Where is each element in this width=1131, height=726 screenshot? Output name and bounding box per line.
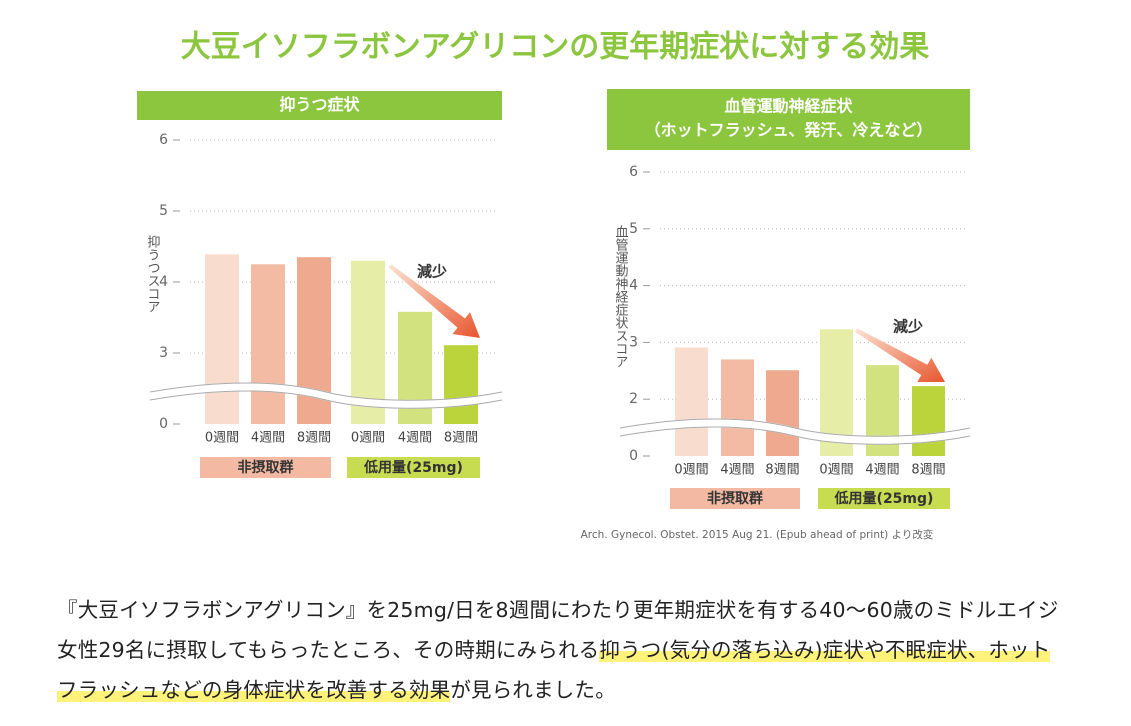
arrow (854, 328, 945, 382)
header-subtitle: （ホットフラッシュ、発汗、冷えなど） (645, 121, 933, 140)
paragraph: 『大豆イソフラボンアグリコン』を25mg/日を8週間にわたり更年期症状を有する4… (57, 590, 1067, 710)
bar (251, 264, 285, 424)
group-box (818, 488, 950, 509)
header (607, 89, 970, 150)
y-tick-label: 3 (629, 334, 638, 350)
legend-label: 低用量(25mg) (363, 459, 463, 476)
text: 『大豆イソフラボンアグリコン』を25mg/日を8週間にわたり更年期症状を有する4… (57, 598, 1059, 662)
x-tick-label: 8週間 (444, 431, 478, 446)
x-tick-label: 8週間 (297, 431, 331, 446)
legend-label: 低用量(25mg) (834, 490, 934, 507)
x-tick-label: 4週間 (251, 431, 285, 446)
axis-break-line (149, 390, 503, 409)
y-tick-label: 4 (629, 278, 638, 294)
y-axis-label: 血管運動神経症状スコア (613, 225, 629, 368)
x-tick-label: 0週間 (674, 463, 708, 478)
y-axis-label: 抑うつスコア (145, 235, 161, 313)
source: Arch. Gynecol. Obstet. 2015 Aug 21. (Epu… (581, 528, 934, 541)
group-box (347, 457, 480, 478)
x-tick-label: 8週間 (911, 463, 945, 478)
bar (766, 370, 799, 456)
annotation: 減少 (417, 263, 447, 281)
axis-break-line (619, 418, 971, 437)
x-tick-label: 0週間 (819, 463, 853, 478)
x-tick-label: 8週間 (765, 463, 799, 478)
header-title: 血管運動神経症状 (724, 97, 853, 116)
main-title: 大豆イソフラボンアグリコンの更年期症状に対する効果 (181, 30, 930, 65)
x-tick-label: 4週間 (865, 463, 899, 478)
bar (351, 260, 385, 424)
y-tick-label: 6 (629, 164, 638, 180)
bar (205, 254, 239, 424)
group-box (200, 457, 331, 478)
x-tick-label: 4週間 (720, 463, 754, 478)
group-box (670, 488, 800, 509)
bar (912, 386, 945, 456)
axis-break-line (149, 382, 503, 401)
y-tick-label: 5 (159, 203, 168, 219)
x-tick-label: 0週間 (351, 431, 385, 446)
arrow (388, 264, 480, 338)
y-tick-label: 0 (159, 416, 168, 432)
header (137, 91, 502, 120)
y-tick-label: 3 (159, 345, 168, 361)
y-tick-label: 5 (629, 221, 638, 237)
y-tick-label: 2 (629, 391, 638, 407)
bar (444, 345, 478, 424)
y-tick-label: 6 (159, 132, 168, 148)
text: が見られました。 (450, 678, 616, 702)
charts: 大豆イソフラボンアグリコンの更年期症状に対する効果 Arch. Gynecol.… (137, 30, 971, 541)
header-title: 抑うつ症状 (279, 95, 360, 114)
bar (721, 359, 754, 456)
axis-break (149, 382, 503, 409)
x-tick-label: 0週間 (205, 431, 239, 446)
legend-label: 非摂取群 (238, 459, 294, 476)
bar (675, 347, 708, 456)
x-tick-label: 4週間 (398, 431, 432, 446)
axis-break (619, 418, 971, 445)
annotation: 減少 (893, 318, 923, 336)
axis-break-line (619, 426, 971, 445)
y-tick-label: 0 (629, 448, 638, 464)
legend-label: 非摂取群 (707, 490, 763, 507)
y-tick-label: 4 (159, 274, 168, 290)
